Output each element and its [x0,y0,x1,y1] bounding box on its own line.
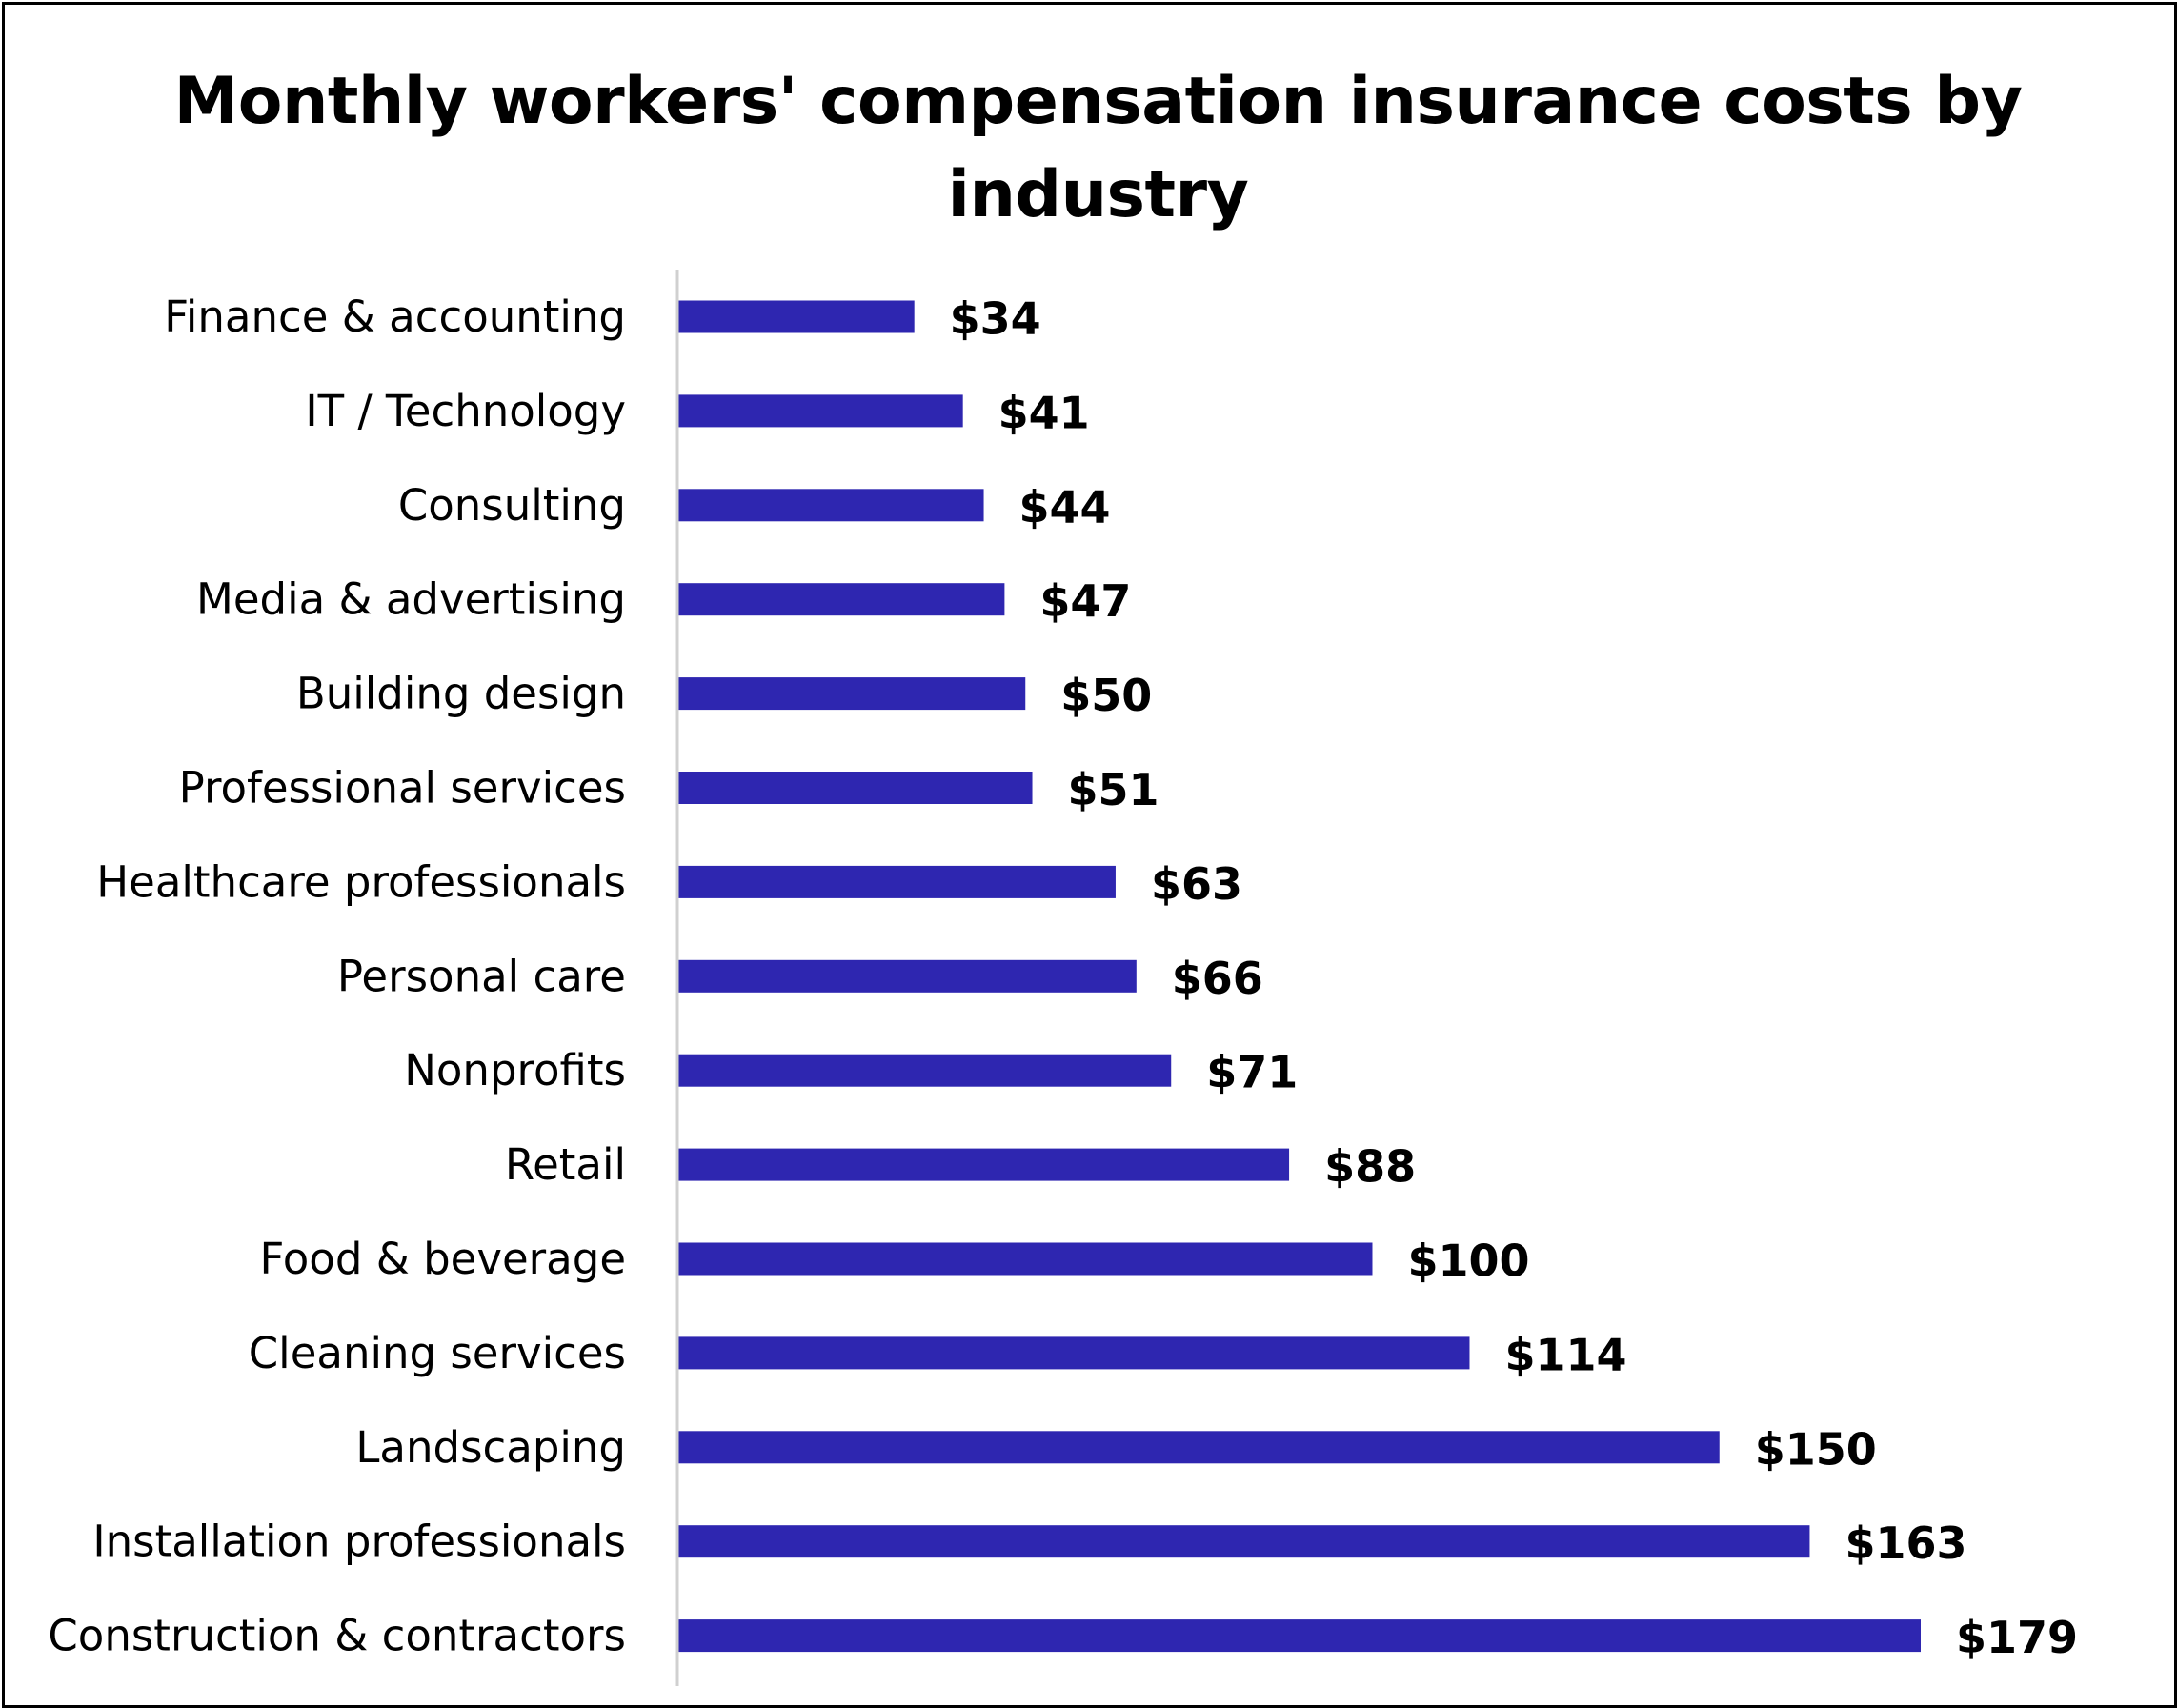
value-label-13: $163 [1844,1517,1966,1569]
value-label-7: $66 [1172,953,1263,1004]
category-label-6: Healthcare professionals [96,856,626,907]
value-label-9: $88 [1324,1141,1416,1193]
bar-4 [678,677,1026,711]
category-label-8: Nonprofits [404,1045,626,1095]
category-label-1: IT / Technology [305,386,626,436]
value-label-14: $179 [1956,1612,2078,1663]
bar-2 [678,489,984,522]
value-label-4: $50 [1060,670,1152,721]
value-label-3: $47 [1039,575,1131,627]
bar-10 [678,1242,1373,1276]
value-label-8: $71 [1206,1047,1298,1098]
chart-title: Monthly workers' compensation insurance … [0,55,2177,242]
category-label-2: Consulting [398,480,626,531]
category-label-7: Personal care [337,951,626,1001]
category-label-11: Cleaning services [249,1328,626,1378]
bar-9 [678,1148,1290,1181]
category-label-3: Media & advertising [196,574,626,625]
bar-6 [678,865,1116,898]
category-label-14: Construction & contractors [48,1611,626,1661]
category-label-9: Retail [505,1139,626,1190]
value-label-1: $41 [998,387,1090,438]
category-label-5: Professional services [179,763,626,814]
value-label-11: $114 [1504,1329,1626,1380]
value-label-6: $63 [1151,858,1242,910]
chart-title-line-1: Monthly workers' compensation insurance … [173,64,2023,139]
chart-title-line-2: industry [947,157,1249,232]
value-label-5: $51 [1068,764,1159,815]
value-labels: $34 $41 $44 $47 $50 $51 $63 $66 $71 $88 $100 $114 $1… [950,293,2078,1664]
value-label-2: $44 [1019,481,1111,532]
bar-7 [678,959,1137,993]
bar-11 [678,1336,1470,1370]
bar-3 [678,583,1005,616]
category-label-12: Landscaping [355,1422,626,1473]
bar-14 [678,1619,1921,1653]
bars-layer [678,300,1921,1653]
category-label-10: Food & beverage [260,1234,627,1284]
category-label-13: Installation professionals [92,1517,626,1567]
category-label-4: Building design [296,669,626,719]
category-label-0: Finance & accounting [164,291,626,342]
value-label-0: $34 [950,293,1041,345]
bar-5 [678,772,1033,804]
bar-12 [678,1431,1720,1464]
bar-13 [678,1525,1810,1558]
bar-8 [678,1054,1172,1087]
category-labels: Finance & accounting IT / Technology Consu… [48,291,626,1661]
value-label-12: $150 [1755,1423,1877,1475]
bar-1 [678,394,963,428]
value-label-10: $100 [1407,1236,1529,1287]
bar-0 [678,300,915,333]
